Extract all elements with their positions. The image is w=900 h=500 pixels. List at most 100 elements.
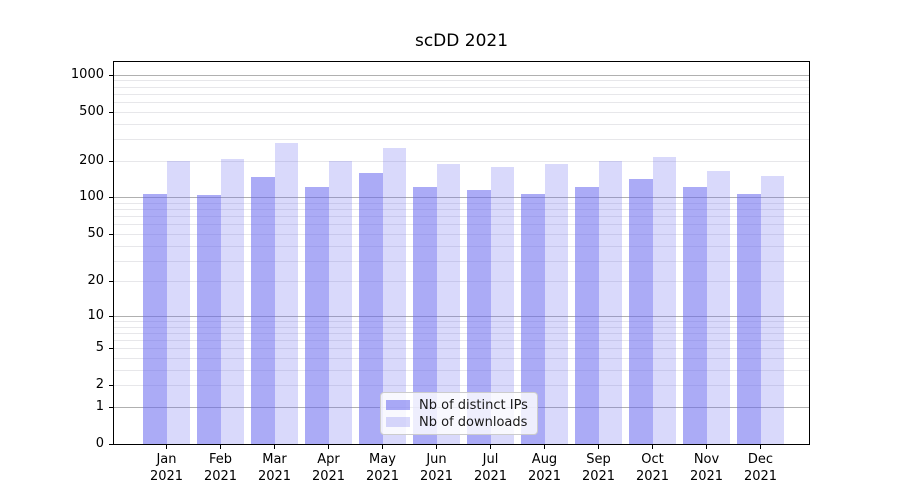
y-tick-mark [109,233,113,235]
y-tick-label: 20 [87,273,104,289]
x-tick-label: Dec 2021 [743,452,778,484]
x-tick-mark [220,445,221,449]
minor-gridline [114,326,809,328]
bar-nb-of-distinct-ips [413,186,437,444]
bar-nb-of-distinct-ips [305,187,329,444]
minor-gridline [114,139,809,140]
minor-gridline [114,358,809,359]
minor-gridline [114,209,809,211]
y-tick-mark [109,160,113,162]
bar-nb-of-distinct-ips [251,176,275,444]
y-tick-label: 1 [95,399,104,414]
y-tick-label: 1000 [70,66,104,82]
x-tick-mark [166,445,167,449]
y-tick-mark [109,315,113,317]
bar-nb-of-downloads [166,161,190,444]
x-tick-mark [598,445,599,449]
x-tick-label: Jan 2021 [149,452,184,484]
plot-area [109,61,810,449]
bar-nb-of-distinct-ips [359,173,383,444]
y-tick-mark [109,444,113,445]
y-tick-label: 100 [79,189,104,205]
y-tick-label: 10 [87,307,104,323]
minor-gridline [114,385,809,387]
legend-swatch-distinct-ips [386,400,410,410]
x-tick-label: May 2021 [365,452,400,484]
bar-nb-of-distinct-ips [683,187,707,444]
minor-gridline [114,102,809,103]
bar-nb-of-downloads [274,143,298,444]
minor-gridline [114,224,809,226]
chart-title: scDD 2021 [414,31,509,51]
bar-nb-of-downloads [598,161,622,444]
y-tick-mark [109,385,113,387]
x-tick-mark [328,445,329,449]
bar-nb-of-downloads [382,148,406,444]
x-tick-mark [490,445,491,449]
bar-nb-of-downloads [544,163,568,444]
major-gridline [114,197,809,199]
x-tick-label: Mar 2021 [257,452,292,484]
minor-gridline [114,160,809,162]
minor-gridline [114,281,809,283]
x-tick-label: Feb 2021 [203,452,238,484]
legend-label: Nb of downloads [419,414,528,430]
y-tick-mark [109,74,113,76]
x-tick-mark [706,445,707,449]
x-tick-mark [382,445,383,449]
bar-nb-of-distinct-ips [521,193,545,444]
minor-gridline [114,260,809,262]
y-tick-mark [109,197,113,199]
bar-nb-of-distinct-ips [629,178,653,444]
minor-gridline [114,80,809,82]
minor-gridline [114,245,809,247]
major-gridline [114,74,809,76]
minor-gridline [114,340,809,341]
legend-item: Nb of distinct IPs [386,397,528,413]
y-tick-label: 200 [79,152,104,168]
x-tick-mark [274,445,275,449]
y-tick-label: 2 [95,377,104,393]
y-tick-mark [109,111,113,113]
minor-gridline [114,216,809,218]
x-tick-label: Oct 2021 [635,452,670,484]
minor-gridline [114,332,809,334]
bar-nb-of-downloads [328,160,352,444]
major-gridline [114,315,809,317]
y-tick-label: 5 [95,340,104,356]
y-tick-mark [109,348,113,350]
minor-gridline [114,202,809,204]
minor-gridline [114,348,809,350]
minor-gridline [114,369,809,371]
y-tick-label: 500 [79,103,104,119]
x-tick-mark [760,445,761,449]
x-tick-label: Jul 2021 [473,452,508,484]
x-tick-mark [652,445,653,449]
bar-nb-of-downloads [436,164,460,444]
minor-gridline [114,123,809,125]
legend-swatch-downloads [386,417,410,427]
minor-gridline [114,233,809,235]
y-tick-mark [109,281,113,283]
y-tick-label: 0 [95,436,104,451]
minor-gridline [114,111,809,113]
minor-gridline [114,320,809,322]
legend-item: Nb of downloads [386,414,528,430]
legend: Nb of distinct IPs Nb of downloads [380,392,538,435]
x-tick-label: Jun 2021 [419,452,454,484]
minor-gridline [114,93,809,95]
x-tick-label: Apr 2021 [311,452,346,484]
bar-nb-of-distinct-ips [467,190,491,444]
x-tick-mark [436,445,437,449]
legend-label: Nb of distinct IPs [419,397,528,413]
bar-nb-of-downloads [706,170,730,444]
bar-nb-of-downloads [220,159,244,444]
y-tick-mark [109,407,113,408]
minor-gridline [114,86,809,88]
x-tick-mark [544,445,545,449]
x-tick-label: Aug 2021 [527,452,562,484]
bar-nb-of-distinct-ips [575,187,599,444]
x-tick-label: Sep 2021 [581,452,616,484]
bar-nb-of-distinct-ips [737,193,761,444]
